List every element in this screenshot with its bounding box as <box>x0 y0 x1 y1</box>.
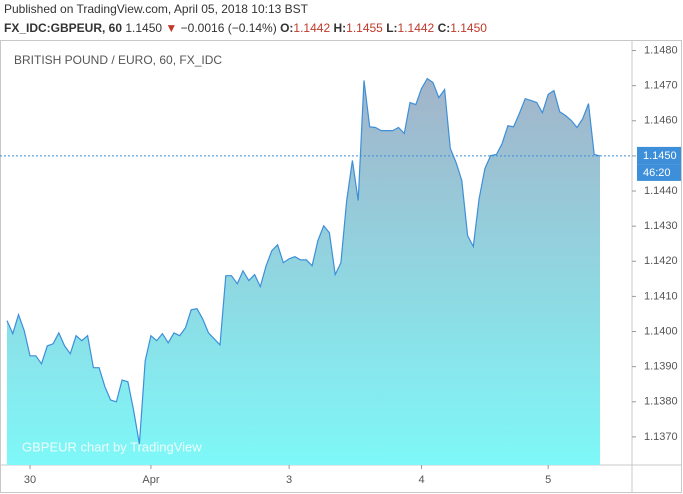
last-price-box <box>637 146 681 165</box>
countdown-box <box>637 164 681 181</box>
x-tick-label: 30 <box>24 474 36 486</box>
y-tick-label: 1.1440 <box>644 185 678 197</box>
open-label: O: <box>280 21 293 35</box>
y-tick-label: 1.1470 <box>644 80 678 92</box>
y-tick-label: 1.1480 <box>644 44 678 56</box>
quote-line: FX_IDC:GBPEUR, 60 1.1450 ▼ −0.0016 (−0.1… <box>4 21 487 35</box>
low-label: L: <box>386 21 397 35</box>
frame <box>0 40 682 493</box>
y-tick-label: 1.1380 <box>644 396 678 408</box>
high-label: H: <box>333 21 346 35</box>
close: 1.1450 <box>450 21 487 35</box>
y-tick-label: 1.1410 <box>644 290 678 302</box>
x-tick-label: Apr <box>142 474 159 486</box>
countdown: 46:20 <box>643 167 671 179</box>
published: Published on TradingView.com, April 05, … <box>4 2 309 16</box>
chart-title: BRITISH POUND / EURO, 60, FX_IDC <box>14 53 222 67</box>
y-tick-label: 1.1420 <box>644 255 678 267</box>
low: 1.1442 <box>398 21 435 35</box>
y-tick-label: 1.1430 <box>644 220 678 232</box>
change: −0.0016 (−0.14%) <box>181 21 277 35</box>
arrow: ▼ <box>165 21 177 35</box>
symbol: FX_IDC:GBPEUR, 60 <box>4 21 122 35</box>
x-tick-label: 5 <box>545 474 551 486</box>
open: 1.1442 <box>293 21 330 35</box>
y-tick-label: 1.1400 <box>644 325 678 337</box>
x-tick-label: 3 <box>286 474 292 486</box>
close-label: C: <box>438 21 451 35</box>
area-fill <box>7 78 600 465</box>
last: 1.1450 <box>125 21 162 35</box>
last-price-label: 1.1450 <box>643 150 677 162</box>
y-tick-label: 1.1460 <box>644 115 678 127</box>
x-tick-label: 4 <box>418 474 424 486</box>
watermark: GBPEUR chart by TradingView <box>22 439 202 454</box>
high: 1.1455 <box>346 21 383 35</box>
price-line <box>6 77 601 445</box>
y-tick-label: 1.1370 <box>644 431 678 443</box>
y-tick-label: 1.1390 <box>644 361 678 373</box>
